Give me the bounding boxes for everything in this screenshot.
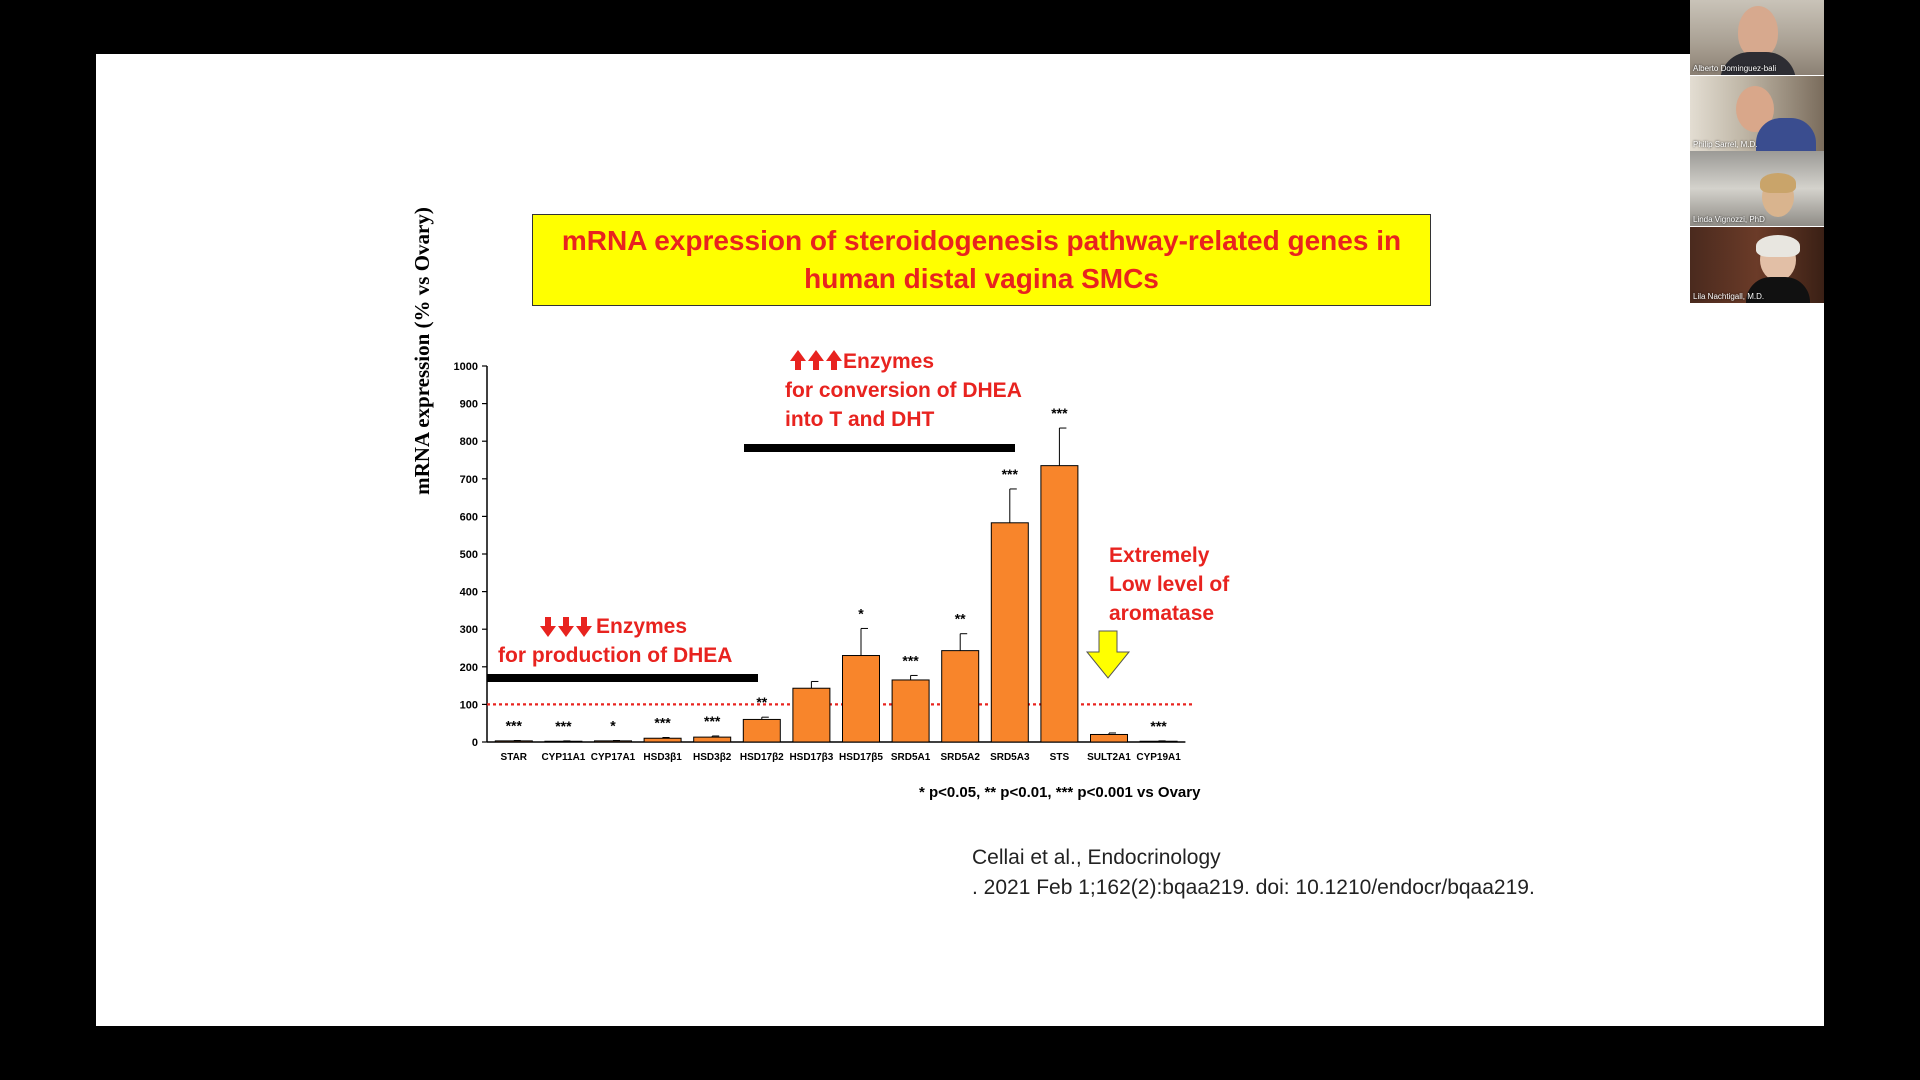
up-annotation-line3: into T and DHT [785,408,935,431]
chart-bars [494,427,1178,743]
citation-line1: Cellai et al., Endocrinology [972,846,1221,869]
x-tick-label: SRD5A1 [891,752,931,763]
y-tick-label: 200 [460,662,478,674]
bar [842,655,880,743]
citation: Cellai et al., Endocrinology . 2021 Feb … [972,843,1535,903]
y-tick-label: 0 [472,737,478,749]
x-tick-label: CYP17A1 [591,752,636,763]
y-tick-label: 900 [460,399,478,411]
bar [891,679,930,743]
bar [1090,733,1128,743]
x-tick-label: HSD3β1 [643,752,682,763]
up-annotation-line2: for conversion of DHEA [785,379,1022,402]
participant-name: Philip Sarrel, M.D. [1693,140,1758,149]
significance-note: * p<0.05, ** p<0.01, *** p<0.001 vs Ovar… [919,784,1201,801]
down-regulated-group-bar [487,674,758,682]
y-tick-label: 300 [460,624,478,636]
x-tick-label: HSD17β5 [839,752,883,763]
bar [742,718,781,743]
bar [643,737,682,743]
x-tick-label: CYP11A1 [541,752,585,763]
up-annotation-line1: Enzymes [843,350,935,373]
down-regulated-annotation: Enzymes for production of DHEA [498,612,732,670]
y-tick-label: 700 [460,474,478,486]
presentation-slide: mRNA expression of steroidogenesis pathw… [96,54,1824,1026]
significance-label: *** [1051,405,1068,421]
significance-label: *** [506,717,523,733]
significance-label: ** [756,694,767,710]
significance-label: *** [555,718,572,734]
x-tick-label: SULT2A1 [1087,752,1131,763]
significance-label: *** [1002,466,1019,482]
yellow-down-arrow-icon [1085,630,1131,679]
down-annotation-line1: Enzymes [596,615,688,638]
x-tick-label: HSD17β3 [789,752,833,763]
participant-name: Lila Nachtigall, M.D. [1693,292,1765,301]
significance-label: *** [704,713,721,729]
participant-name: Linda Vignozzi, PhD [1693,215,1765,224]
participant-video-tile[interactable]: Linda Vignozzi, PhD [1690,151,1824,226]
x-tick-label: SRD5A2 [940,752,980,763]
y-tick-label: 100 [460,699,478,711]
y-tick-label: 500 [460,549,478,561]
aromatase-annotation-line3: aromatase [1109,602,1215,625]
citation-line2: . 2021 Feb 1;162(2):bqaa219. doi: 10.121… [972,876,1535,899]
significance-label: * [610,717,616,733]
bar [792,687,831,743]
x-tick-label: CYP19A1 [1136,752,1181,763]
y-tick-label: 800 [460,436,478,448]
x-tick-label: HSD17β2 [740,752,784,763]
y-tick-label: 600 [460,511,478,523]
up-regulated-group-bar [744,444,1015,452]
x-tick-label: SRD5A3 [990,752,1030,763]
aromatase-annotation-line2: Low level of [1109,573,1230,596]
participant-name: Alberto Dominguez-bali [1693,64,1777,73]
up-regulated-annotation: Enzymes for conversion of DHEA into T an… [785,347,1022,434]
significance-label: ** [955,611,966,627]
x-tick-label: STAR [501,752,528,763]
bar [494,740,533,743]
participant-avatar-hair [1760,173,1796,193]
y-tick-label: 1000 [454,361,478,373]
y-tick-label: 400 [460,587,478,599]
bar [693,736,732,743]
bar [990,522,1029,743]
aromatase-annotation: Extremely Low level of aromatase [1109,541,1229,628]
participant-avatar-body [1756,118,1816,151]
slide-title-line1: mRNA expression of steroidogenesis pathw… [561,225,1402,256]
slide-title-line2: human distal vagina SMCs [804,263,1159,294]
participant-video-tile[interactable]: Philip Sarrel, M.D. [1690,76,1824,151]
bar [594,740,632,743]
participant-avatar-hair [1756,235,1800,257]
participant-video-tile[interactable]: Alberto Dominguez-bali [1690,0,1824,75]
participant-avatar-body [1720,52,1796,75]
significance-label: *** [1150,718,1167,734]
x-tick-label: STS [1050,752,1070,763]
bar [941,650,980,743]
significance-label: *** [654,714,671,730]
participant-avatar-body [1746,277,1810,303]
down-annotation-line2: for production of DHEA [498,644,733,667]
significance-label: *** [902,652,919,668]
significance-label: * [858,605,864,621]
participant-avatar [1738,6,1778,58]
participant-video-tile[interactable]: Lila Nachtigall, M.D. [1690,227,1824,303]
chart-labels: STAR***CYP11A1***CYP17A1*HSD3β1***HSD3β2… [501,405,1182,763]
aromatase-annotation-line1: Extremely [1109,544,1210,567]
bar [1040,465,1079,743]
x-tick-label: HSD3β2 [693,752,732,763]
slide-title-box: mRNA expression of steroidogenesis pathw… [532,214,1431,306]
